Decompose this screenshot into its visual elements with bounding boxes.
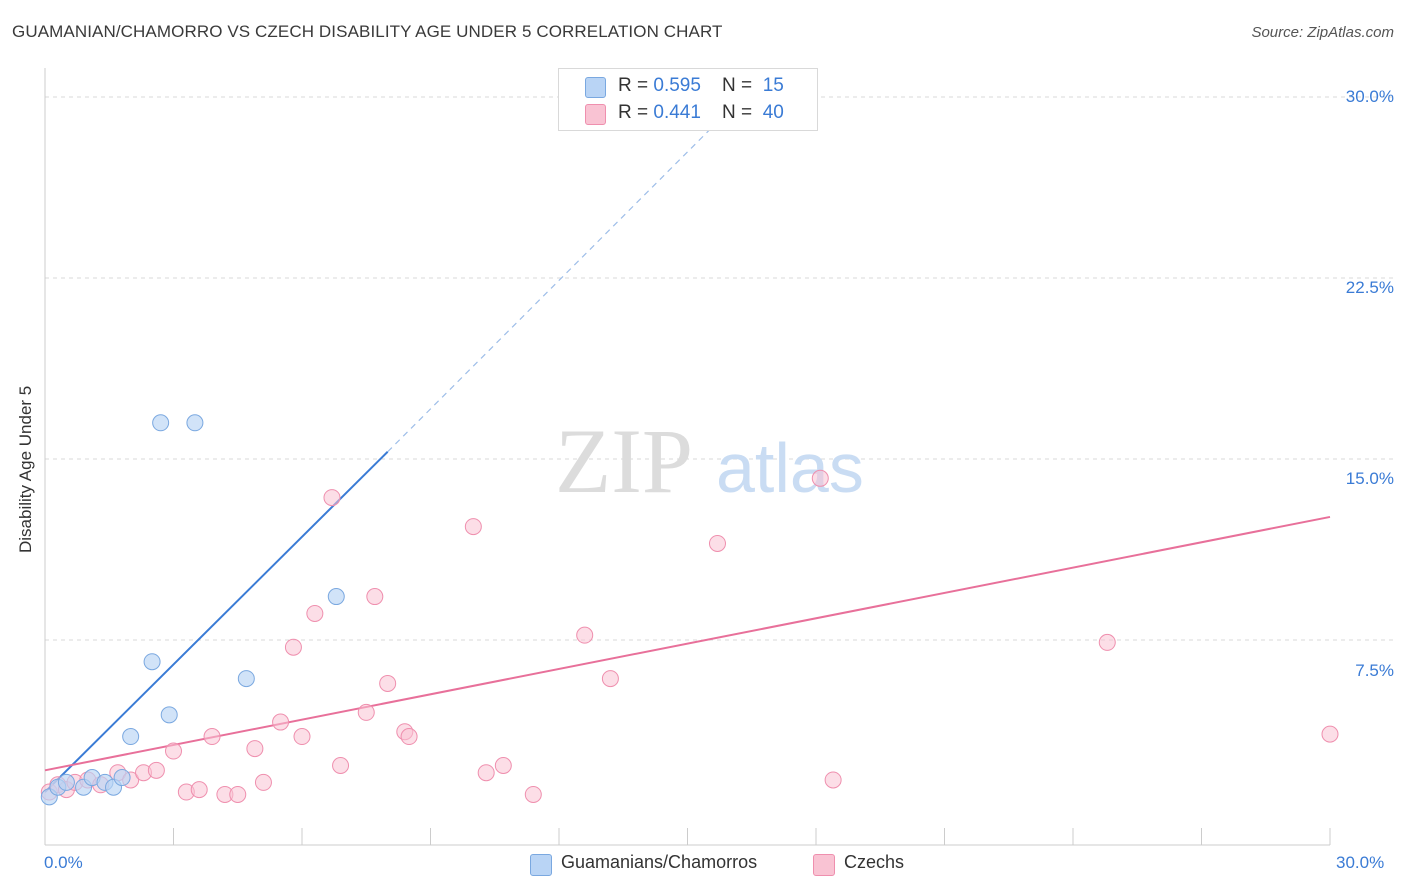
point-czechs bbox=[293, 728, 311, 746]
point-czechs bbox=[708, 534, 726, 552]
point-guamanians bbox=[152, 414, 170, 432]
watermark: ZIP atlas bbox=[555, 410, 864, 512]
point-guamanians bbox=[160, 706, 178, 724]
point-czechs bbox=[323, 489, 341, 507]
y-axis-label: Disability Age Under 5 bbox=[16, 385, 35, 553]
trend-extension-guamanians bbox=[387, 108, 731, 453]
y-tick-15: 15.0% bbox=[1345, 469, 1394, 488]
point-czechs bbox=[254, 773, 272, 791]
point-czechs bbox=[165, 742, 182, 760]
pink-swatch bbox=[813, 854, 835, 876]
trend-line-guamanians bbox=[44, 451, 389, 793]
point-czechs bbox=[576, 626, 594, 644]
axis-layer bbox=[44, 68, 1331, 846]
n-value: 15 bbox=[762, 75, 784, 96]
point-czechs bbox=[601, 670, 619, 688]
point-czechs bbox=[477, 764, 495, 782]
chart-title: GUAMANIAN/CHAMORRO VS CZECH DISABILITY A… bbox=[12, 22, 723, 41]
point-czechs bbox=[246, 740, 264, 758]
point-czechs bbox=[284, 638, 302, 656]
n-value: 40 bbox=[762, 102, 784, 123]
point-czechs bbox=[190, 781, 208, 799]
source-label: Source: ZipAtlas.com bbox=[1251, 24, 1394, 41]
point-czechs bbox=[379, 674, 397, 692]
point-czechs bbox=[272, 713, 290, 731]
point-guamanians bbox=[237, 670, 255, 688]
correlation-legend: R = 0.595 N = 15 R = 0.441 N = 40 bbox=[558, 68, 818, 131]
r-label: R = bbox=[618, 102, 654, 123]
r-value: 0.595 bbox=[653, 75, 701, 96]
point-czechs bbox=[147, 761, 165, 779]
y-tick-7-5: 7.5% bbox=[1355, 661, 1394, 680]
watermark-zip: ZIP bbox=[555, 410, 693, 512]
trend-layer bbox=[44, 108, 1331, 793]
point-czechs bbox=[229, 785, 247, 803]
point-czechs bbox=[203, 728, 221, 746]
point-czechs bbox=[1321, 725, 1339, 743]
point-czechs bbox=[524, 785, 542, 803]
point-czechs bbox=[366, 588, 384, 606]
points-layer bbox=[40, 414, 1339, 806]
x-tick-30: 30.0% bbox=[1336, 853, 1385, 872]
n-label: N = bbox=[722, 75, 758, 96]
point-czechs bbox=[1098, 633, 1116, 651]
legend-label: Guamanians/Chamorros bbox=[561, 852, 758, 872]
x-tick-0: 0.0% bbox=[44, 853, 83, 872]
point-czechs bbox=[400, 728, 418, 746]
point-guamanians bbox=[122, 728, 140, 746]
point-czechs bbox=[464, 518, 482, 536]
point-czechs bbox=[824, 771, 842, 789]
y-tick-22-5: 22.5% bbox=[1345, 278, 1394, 297]
point-czechs bbox=[811, 469, 829, 487]
point-czechs bbox=[332, 756, 350, 774]
watermark-atlas: atlas bbox=[716, 429, 864, 507]
blue-swatch bbox=[585, 77, 606, 98]
pink-swatch bbox=[585, 104, 606, 125]
grid-layer bbox=[45, 96, 1395, 641]
r-value: 0.441 bbox=[653, 102, 701, 123]
y-tick-30: 30.0% bbox=[1345, 87, 1394, 106]
point-guamanians bbox=[113, 769, 131, 787]
point-guamanians bbox=[186, 414, 204, 432]
blue-swatch bbox=[530, 854, 552, 876]
trend-line-czechs bbox=[44, 515, 1331, 772]
point-guamanians bbox=[327, 588, 345, 606]
point-czechs bbox=[357, 703, 375, 721]
r-label: R = bbox=[618, 75, 654, 96]
n-label: N = bbox=[722, 102, 758, 123]
point-czechs bbox=[306, 604, 324, 622]
point-guamanians bbox=[57, 773, 75, 791]
legend-label: Czechs bbox=[844, 852, 905, 872]
point-guamanians bbox=[143, 653, 161, 671]
point-czechs bbox=[494, 756, 512, 774]
